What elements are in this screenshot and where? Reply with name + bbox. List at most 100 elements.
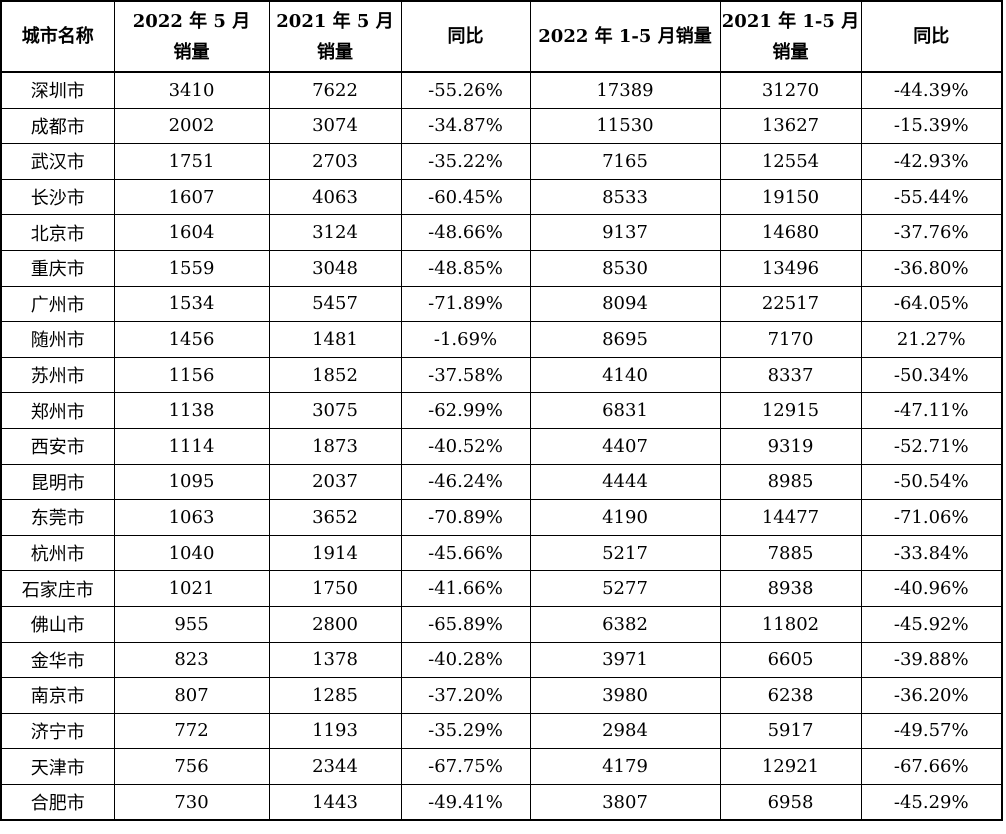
- cell-ytd-2022-sales: 6831: [529, 392, 721, 429]
- cell-may-2022-sales: 756: [113, 748, 270, 785]
- cell-city: 济宁市: [0, 712, 115, 750]
- cell-ytd-2021-sales: 5917: [719, 712, 862, 750]
- cell-yoy-ytd: -64.05%: [860, 285, 1003, 323]
- header-may-2021-line2: 销量: [317, 41, 353, 63]
- header-may-2022-line1: 2022 年 5 月: [132, 10, 251, 32]
- cell-yoy-month: -41.66%: [400, 570, 531, 607]
- cell-ytd-2021-sales: 13496: [719, 249, 862, 287]
- cell-yoy-ytd: -71.06%: [860, 499, 1003, 536]
- cell-ytd-2021-sales: 22517: [719, 285, 862, 323]
- cell-may-2021-sales: 2703: [268, 143, 402, 180]
- cell-city: 成都市: [0, 107, 115, 145]
- cell-ytd-2021-sales: 14680: [719, 214, 862, 251]
- cell-yoy-month: -1.69%: [400, 321, 531, 358]
- cell-may-2021-sales: 1443: [268, 783, 402, 822]
- cell-city: 东莞市: [0, 499, 115, 536]
- cell-ytd-2021-sales: 14477: [719, 499, 862, 536]
- cell-yoy-ytd: -36.80%: [860, 249, 1003, 287]
- table-row: 北京市 1604 3124 -48.66% 9137 14680 -37.76%: [0, 214, 1003, 251]
- cell-ytd-2021-sales: 9319: [719, 427, 862, 465]
- cell-city: 重庆市: [0, 249, 115, 287]
- cell-may-2022-sales: 730: [113, 783, 270, 822]
- table-row: 金华市 823 1378 -40.28% 3971 6605 -39.88%: [0, 641, 1003, 679]
- cell-yoy-ytd: -37.76%: [860, 214, 1003, 251]
- cell-may-2022-sales: 1063: [113, 499, 270, 536]
- cell-ytd-2022-sales: 4444: [529, 463, 721, 501]
- table-row: 杭州市 1040 1914 -45.66% 5217 7885 -33.84%: [0, 534, 1003, 572]
- header-row: 城市名称 2022 年 5 月 销量 2021 年 5 月 销量 同比 2022…: [0, 0, 1003, 73]
- cell-city: 昆明市: [0, 463, 115, 501]
- cell-yoy-ytd: -50.34%: [860, 356, 1003, 394]
- cell-ytd-2022-sales: 4407: [529, 427, 721, 465]
- cell-yoy-month: -40.28%: [400, 641, 531, 679]
- header-ytd-2022: 2022 年 1-5 月销量: [529, 0, 721, 73]
- cell-ytd-2021-sales: 12921: [719, 748, 862, 785]
- cell-may-2021-sales: 3652: [268, 499, 402, 536]
- cell-may-2021-sales: 4063: [268, 178, 402, 216]
- cell-yoy-month: -65.89%: [400, 605, 531, 643]
- cell-ytd-2021-sales: 12554: [719, 143, 862, 180]
- cell-yoy-ytd: -50.54%: [860, 463, 1003, 501]
- cell-yoy-month: -34.87%: [400, 107, 531, 145]
- cell-yoy-ytd: -33.84%: [860, 534, 1003, 572]
- cell-yoy-month: -67.75%: [400, 748, 531, 785]
- cell-may-2021-sales: 5457: [268, 285, 402, 323]
- cell-city: 石家庄市: [0, 570, 115, 607]
- cell-ytd-2022-sales: 11530: [529, 107, 721, 145]
- cell-may-2021-sales: 3048: [268, 249, 402, 287]
- cell-ytd-2021-sales: 6238: [719, 677, 862, 714]
- cell-may-2021-sales: 1378: [268, 641, 402, 679]
- cell-may-2022-sales: 1040: [113, 534, 270, 572]
- cell-yoy-month: -62.99%: [400, 392, 531, 429]
- cell-yoy-month: -60.45%: [400, 178, 531, 216]
- cell-ytd-2021-sales: 8337: [719, 356, 862, 394]
- cell-yoy-ytd: -45.29%: [860, 783, 1003, 822]
- cell-may-2022-sales: 1156: [113, 356, 270, 394]
- cell-yoy-ytd: -39.88%: [860, 641, 1003, 679]
- header-ytd-2021: 2021 年 1-5 月 销量: [719, 0, 862, 73]
- header-may-2021: 2021 年 5 月 销量: [268, 0, 402, 73]
- header-city: 城市名称: [0, 0, 115, 73]
- cell-may-2022-sales: 955: [113, 605, 270, 643]
- table-body: 深圳市 3410 7622 -55.26% 17389 31270 -44.39% 成都市 20…: [0, 71, 1003, 822]
- cell-ytd-2022-sales: 3807: [529, 783, 721, 822]
- header-yoy-month: 同比: [400, 0, 531, 73]
- table-row: 合肥市 730 1443 -49.41% 3807 6958 -45.29%: [0, 783, 1003, 822]
- cell-may-2022-sales: 1021: [113, 570, 270, 607]
- table-row: 佛山市 955 2800 -65.89% 6382 11802 -45.92%: [0, 605, 1003, 643]
- cell-ytd-2021-sales: 31270: [719, 71, 862, 109]
- cell-ytd-2022-sales: 8094: [529, 285, 721, 323]
- cell-may-2021-sales: 1873: [268, 427, 402, 465]
- table-row: 东莞市 1063 3652 -70.89% 4190 14477 -71.06%: [0, 499, 1003, 536]
- cell-ytd-2022-sales: 4140: [529, 356, 721, 394]
- cell-ytd-2021-sales: 8938: [719, 570, 862, 607]
- cell-yoy-month: -48.85%: [400, 249, 531, 287]
- cell-may-2022-sales: 807: [113, 677, 270, 714]
- table-row: 广州市 1534 5457 -71.89% 8094 22517 -64.05%: [0, 285, 1003, 323]
- cell-may-2022-sales: 1607: [113, 178, 270, 216]
- header-ytd-2021-line2: 销量: [772, 41, 809, 63]
- cell-may-2021-sales: 3124: [268, 214, 402, 251]
- cell-city: 苏州市: [0, 356, 115, 394]
- cell-ytd-2022-sales: 6382: [529, 605, 721, 643]
- cell-city: 杭州市: [0, 534, 115, 572]
- cell-may-2021-sales: 1193: [268, 712, 402, 750]
- cell-may-2021-sales: 3074: [268, 107, 402, 145]
- cell-yoy-ytd: 21.27%: [860, 321, 1003, 358]
- cell-yoy-month: -49.41%: [400, 783, 531, 822]
- cell-city: 天津市: [0, 748, 115, 785]
- header-yoy-ytd: 同比: [860, 0, 1003, 73]
- cell-yoy-month: -35.29%: [400, 712, 531, 750]
- cell-may-2021-sales: 1285: [268, 677, 402, 714]
- cell-yoy-ytd: -36.20%: [860, 677, 1003, 714]
- cell-yoy-month: -46.24%: [400, 463, 531, 501]
- cell-ytd-2022-sales: 9137: [529, 214, 721, 251]
- cell-may-2021-sales: 1852: [268, 356, 402, 394]
- cell-ytd-2021-sales: 6605: [719, 641, 862, 679]
- table-row: 天津市 756 2344 -67.75% 4179 12921 -67.66%: [0, 748, 1003, 785]
- header-may-2022-line2: 销量: [173, 41, 210, 63]
- cell-may-2022-sales: 1751: [113, 143, 270, 180]
- table-row: 南京市 807 1285 -37.20% 3980 6238 -36.20%: [0, 677, 1003, 714]
- table-row: 昆明市 1095 2037 -46.24% 4444 8985 -50.54%: [0, 463, 1003, 501]
